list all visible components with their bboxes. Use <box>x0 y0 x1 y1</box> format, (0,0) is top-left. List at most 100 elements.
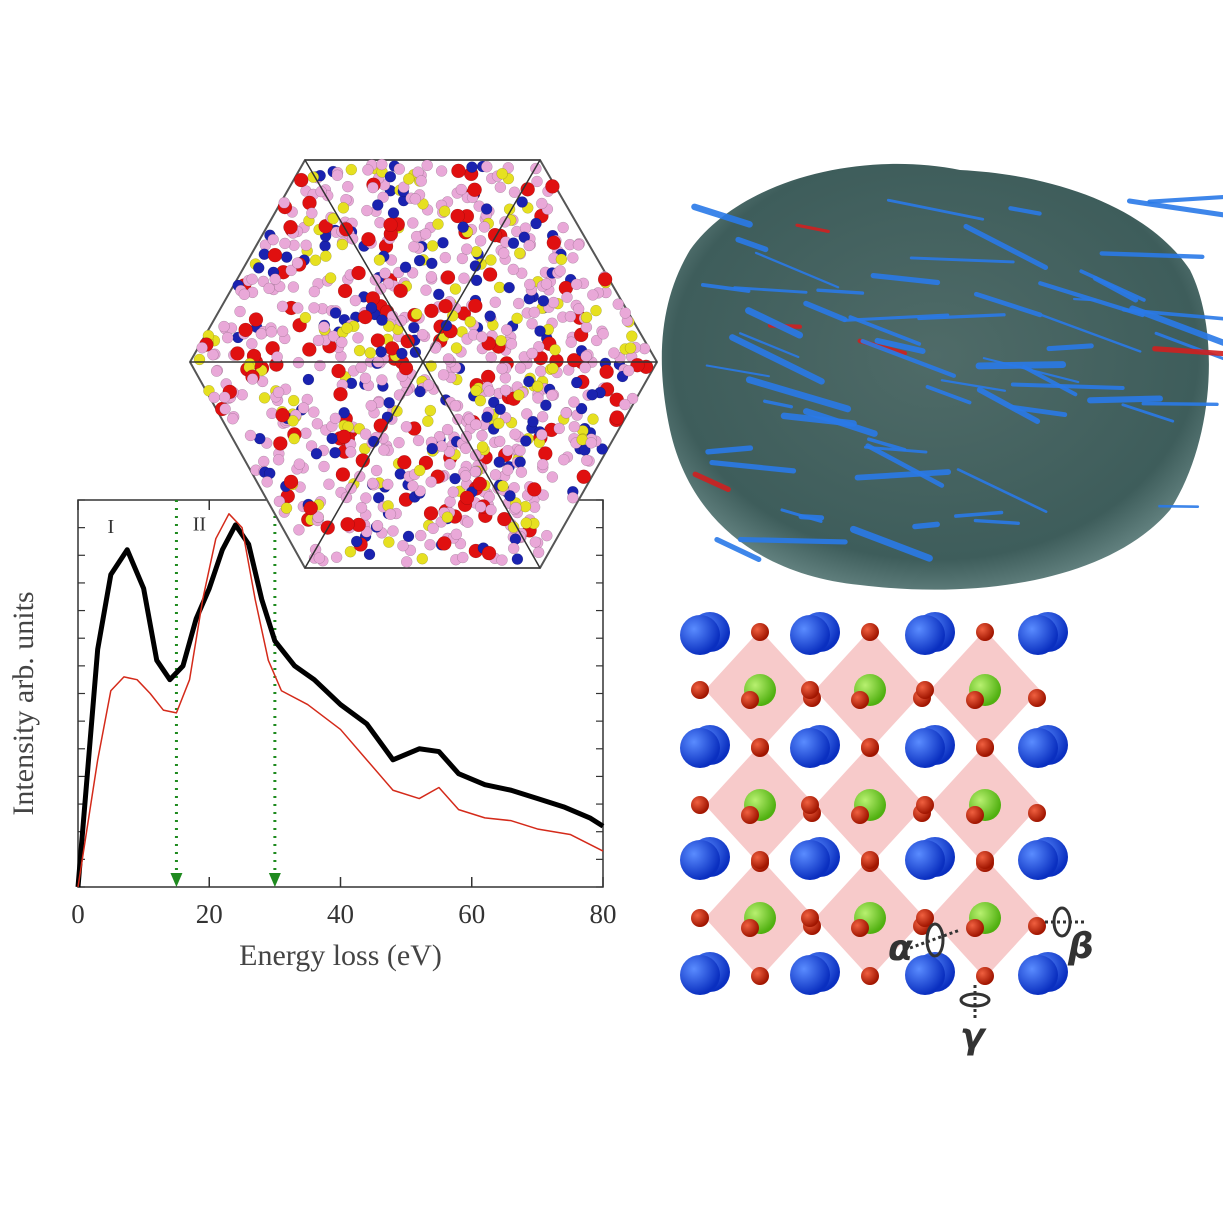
atom <box>545 179 560 194</box>
atom <box>572 303 585 315</box>
a-site <box>680 615 720 655</box>
atom <box>586 389 598 401</box>
atom <box>554 265 566 277</box>
atom <box>393 283 408 299</box>
atom <box>512 297 525 310</box>
atom <box>619 307 632 319</box>
oxygen <box>691 681 709 699</box>
atom <box>278 197 290 209</box>
atom <box>424 404 437 417</box>
atom <box>557 221 569 234</box>
atom <box>470 418 482 431</box>
oxygen <box>751 967 769 985</box>
atom <box>612 298 624 310</box>
oxygen <box>861 738 879 756</box>
tomography-render <box>661 163 1223 590</box>
atom <box>466 161 478 173</box>
atom <box>291 302 304 314</box>
atom <box>507 263 520 276</box>
atom <box>538 446 553 461</box>
atom <box>510 502 522 514</box>
atom <box>246 273 258 285</box>
atom <box>451 163 466 179</box>
atom <box>494 403 506 416</box>
alpha-label: α <box>888 928 913 969</box>
atom <box>285 264 297 277</box>
atom <box>571 376 583 389</box>
atom <box>399 261 412 273</box>
marker-arrow <box>170 873 183 887</box>
oxygen <box>851 806 869 824</box>
atom <box>535 365 547 377</box>
atom <box>555 253 568 266</box>
atom <box>422 415 434 427</box>
atom <box>193 353 206 366</box>
atom <box>441 511 454 523</box>
series-line <box>75 522 605 888</box>
atom <box>337 283 353 299</box>
atom <box>287 415 299 427</box>
atom <box>532 380 544 393</box>
atom <box>218 320 230 333</box>
atom <box>312 511 324 523</box>
atom <box>456 252 469 265</box>
streak <box>912 521 940 530</box>
oxygen <box>851 691 869 709</box>
atom <box>480 203 493 215</box>
atom <box>437 536 452 551</box>
atom <box>336 238 349 251</box>
atom <box>503 281 515 294</box>
atom <box>521 408 533 420</box>
atom <box>547 362 559 375</box>
atom <box>499 384 512 396</box>
atom <box>514 362 527 374</box>
atom <box>376 158 388 171</box>
atom <box>484 310 496 322</box>
streak <box>780 508 823 523</box>
atom <box>313 552 326 564</box>
atom <box>580 350 592 363</box>
x-tick-label: 80 <box>590 899 617 929</box>
atom <box>352 332 364 344</box>
oxygen <box>976 851 994 869</box>
atom <box>547 296 560 309</box>
streak <box>735 236 769 253</box>
oxygen <box>966 919 984 937</box>
a-site <box>1018 955 1058 995</box>
atom <box>331 169 344 182</box>
atom <box>337 202 350 214</box>
atom <box>470 384 482 397</box>
atom <box>408 241 420 253</box>
atom <box>246 373 259 385</box>
atom <box>435 165 448 177</box>
streak <box>954 510 1004 518</box>
streak <box>963 223 1049 271</box>
atom <box>329 447 341 459</box>
atom <box>351 265 366 281</box>
atom <box>597 328 609 340</box>
atom <box>590 304 602 317</box>
atom <box>238 322 253 338</box>
atom <box>271 351 283 363</box>
atom <box>318 321 330 333</box>
atom <box>373 418 388 433</box>
a-site <box>790 840 830 880</box>
atom <box>293 524 305 536</box>
atom <box>357 309 373 325</box>
atom <box>265 326 278 338</box>
atom <box>329 412 342 425</box>
atom <box>527 482 542 497</box>
atom <box>361 204 373 217</box>
streak <box>886 198 985 221</box>
atom <box>338 407 350 419</box>
atom <box>482 267 498 282</box>
atom <box>280 251 293 263</box>
atom <box>283 474 299 490</box>
streak <box>848 315 922 346</box>
streak <box>803 300 848 323</box>
streak <box>849 525 933 562</box>
atom <box>518 231 531 244</box>
atom <box>407 217 419 229</box>
atom <box>496 362 508 375</box>
atom <box>196 342 208 354</box>
